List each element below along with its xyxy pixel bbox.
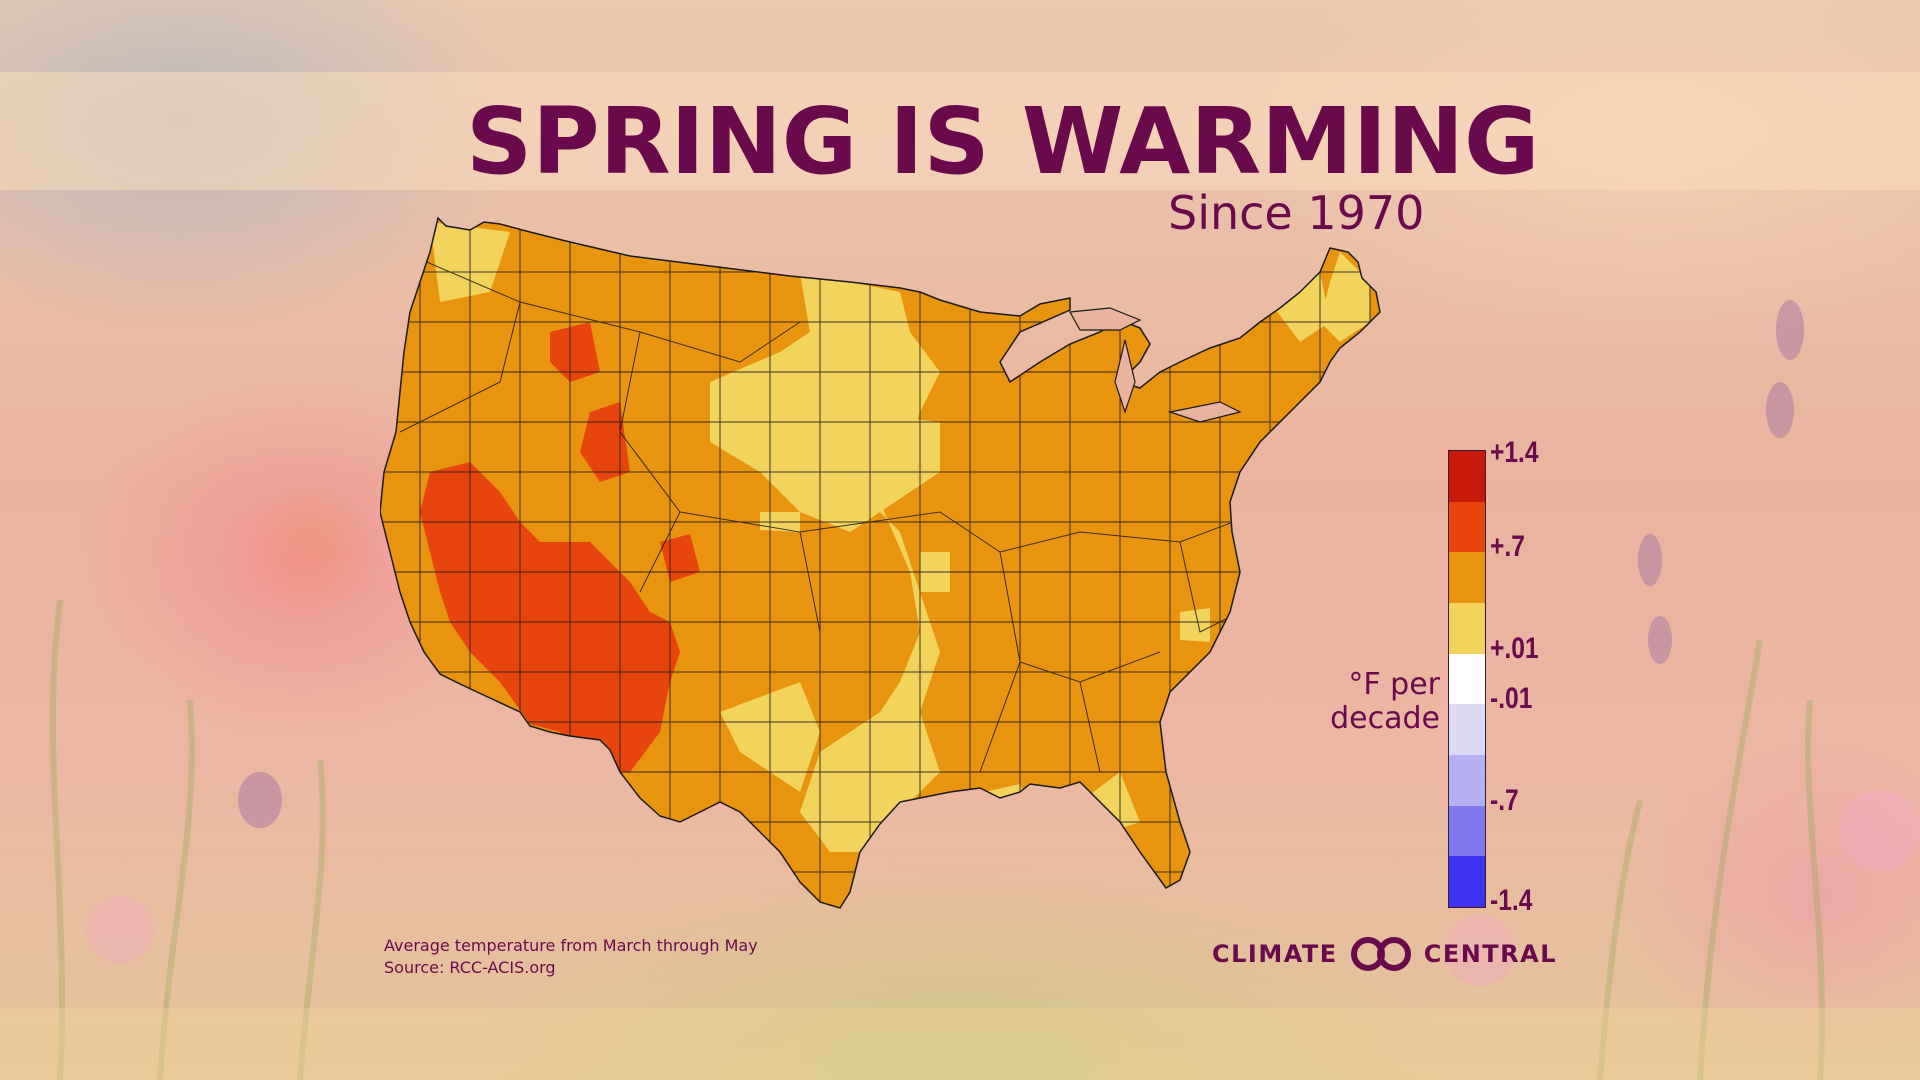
page-title: SPRING IS WARMING bbox=[466, 88, 1540, 195]
footer-band bbox=[0, 1008, 1920, 1080]
legend-label-min: -1.4 bbox=[1490, 884, 1533, 917]
logo-word-climate: CLIMATE bbox=[1212, 940, 1338, 968]
us-climate-map bbox=[380, 217, 1381, 909]
legend-label-high: +.7 bbox=[1490, 530, 1525, 563]
legend-bin-5 bbox=[1449, 653, 1485, 705]
legend-bin-7 bbox=[1449, 754, 1485, 806]
legend-label-low-positive: +.01 bbox=[1490, 632, 1539, 665]
footnote-description: Average temperature from March through M… bbox=[384, 936, 758, 955]
legend-bin-6 bbox=[1449, 704, 1485, 755]
logo-word-central: CENTRAL bbox=[1423, 940, 1558, 968]
legend-bin-3 bbox=[1449, 552, 1485, 603]
title-band bbox=[0, 72, 1920, 190]
legend-label-mid-negative: -.7 bbox=[1490, 784, 1519, 817]
footnote-source: Source: RCC-ACIS.org bbox=[384, 958, 556, 977]
legend-label-low-negative: -.01 bbox=[1490, 682, 1533, 715]
infinity-rings-icon bbox=[1350, 937, 1411, 971]
great-lakes bbox=[1069, 307, 1242, 423]
legend-bin-1 bbox=[1449, 451, 1485, 502]
climate-central-logo: CLIMATE CENTRAL bbox=[1212, 936, 1557, 972]
legend-bin-9 bbox=[1449, 856, 1485, 907]
legend-bin-4 bbox=[1449, 602, 1485, 654]
legend-unit: °F per decade bbox=[1330, 667, 1440, 736]
legend-label-max: +1.4 bbox=[1490, 436, 1539, 469]
page-subtitle: Since 1970 bbox=[1168, 186, 1425, 240]
legend-bin-2 bbox=[1449, 501, 1485, 553]
legend-bin-8 bbox=[1449, 805, 1485, 857]
color-scale-legend bbox=[1448, 450, 1486, 908]
